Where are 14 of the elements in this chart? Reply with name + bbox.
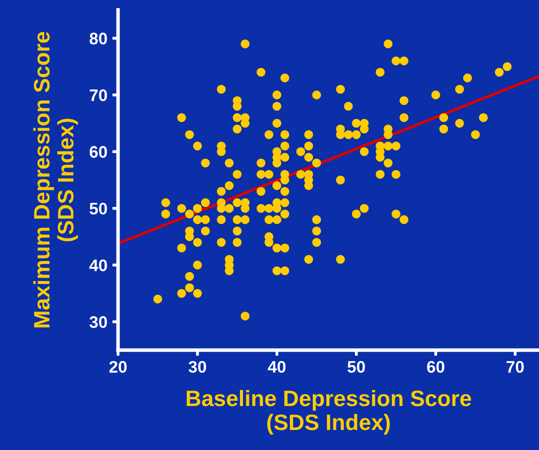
y-tick-label: 60 [90, 146, 107, 158]
y-tick-label: 70 [90, 89, 107, 102]
x-axis-title: Baseline Depression Score (SDS Index) [186, 390, 472, 435]
x-tick-label: 20 [109, 360, 127, 373]
x-tick-label: 60 [427, 360, 444, 373]
y-tick-label: 50 [90, 202, 107, 215]
x-tick-label: 50 [348, 360, 365, 373]
y-tick-label: 80 [90, 32, 107, 44]
y-tick-label: 30 [89, 316, 107, 328]
y-axis-title: Maximum Depression Score (SDS Index) [33, 32, 78, 328]
x-tick-label: 70 [506, 360, 524, 373]
y-tick-label: 40 [89, 259, 107, 272]
x-tick-label: 40 [268, 360, 286, 373]
x-tick-label: 30 [188, 360, 206, 373]
